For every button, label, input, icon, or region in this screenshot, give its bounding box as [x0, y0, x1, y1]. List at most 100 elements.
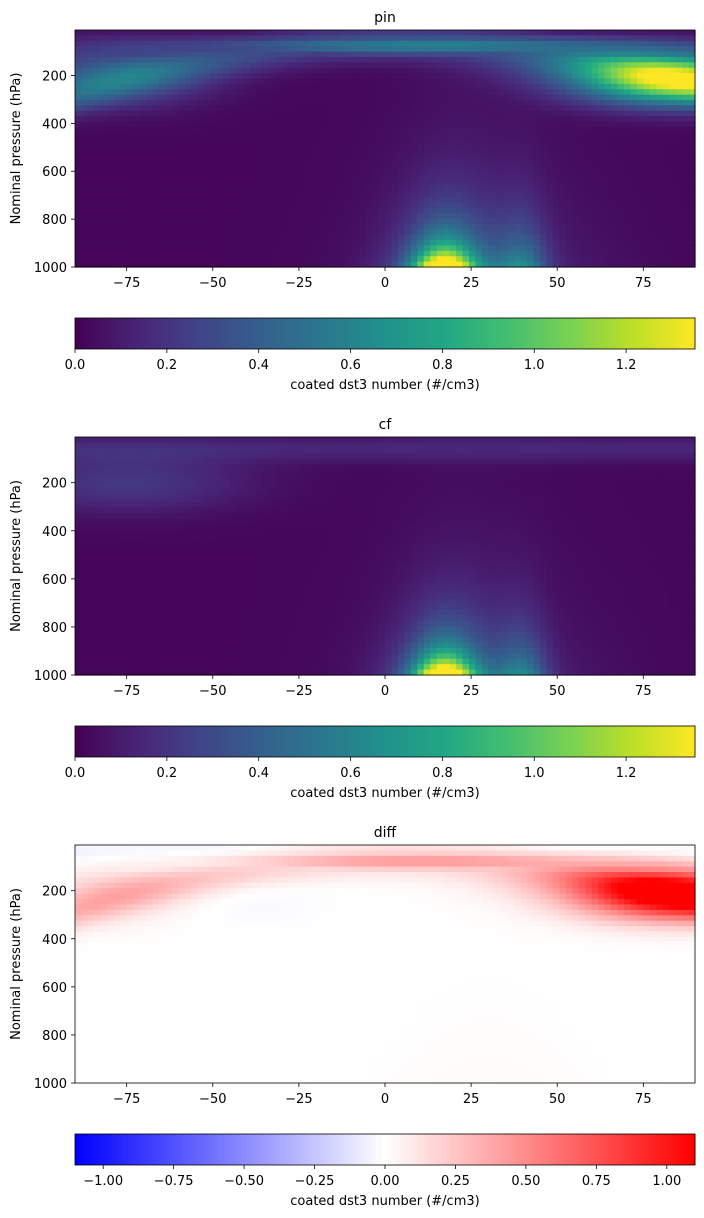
- heatmap-cell: [120, 223, 128, 230]
- heatmap-cell: [585, 437, 593, 444]
- heatmap-cell: [552, 213, 560, 220]
- heatmap-cell: [352, 223, 360, 230]
- heatmap-cell: [436, 218, 444, 225]
- heatmap-cell: [565, 245, 573, 252]
- colorbar-segment: [654, 318, 659, 349]
- heatmap-cell: [236, 256, 244, 263]
- heatmap-cell: [313, 116, 322, 123]
- heatmap-cell: [275, 30, 283, 36]
- heatmap-cell: [611, 110, 619, 117]
- heatmap-cell: [643, 153, 651, 160]
- heatmap-cell: [313, 164, 322, 171]
- heatmap-cell: [585, 250, 593, 257]
- heatmap-cell: [288, 30, 296, 36]
- heatmap-cell: [236, 46, 244, 53]
- heatmap-cell: [339, 164, 347, 171]
- heatmap-cell: [210, 110, 218, 117]
- heatmap-cell: [585, 245, 593, 252]
- heatmap-cell: [643, 164, 651, 171]
- heatmap-cell: [158, 240, 167, 247]
- colorbar-segment: [471, 318, 476, 349]
- heatmap-cell: [662, 126, 670, 133]
- heatmap-cell: [359, 143, 367, 150]
- heatmap-cell: [514, 121, 522, 128]
- heatmap-cell: [617, 132, 625, 139]
- heatmap-cell: [210, 116, 218, 123]
- heatmap-cell: [94, 229, 102, 236]
- heatmap-cell: [262, 202, 270, 209]
- heatmap-cell: [204, 153, 212, 160]
- heatmap-cell: [372, 67, 380, 74]
- heatmap-cell: [462, 78, 470, 85]
- heatmap-cell: [171, 437, 179, 444]
- colorbar-segment: [109, 318, 113, 349]
- colorbar-tick-label: 0.0: [65, 358, 86, 373]
- heatmap-cell: [94, 223, 102, 230]
- heatmap-cell: [378, 442, 386, 449]
- heatmap-cell: [81, 110, 89, 117]
- heatmap-cell: [656, 143, 664, 150]
- heatmap-cell: [585, 67, 593, 74]
- heatmap-cell: [333, 62, 341, 69]
- heatmap-cell: [165, 40, 173, 47]
- heatmap-cell: [591, 35, 599, 42]
- heatmap-cell: [404, 137, 412, 144]
- heatmap-cell: [301, 229, 309, 236]
- heatmap-cell: [236, 132, 244, 139]
- heatmap-cell: [346, 196, 354, 203]
- heatmap-cell: [514, 256, 522, 263]
- heatmap-cell: [81, 186, 89, 193]
- heatmap-cell: [94, 62, 102, 69]
- heatmap-cell: [133, 56, 141, 63]
- heatmap-cell: [533, 245, 541, 252]
- heatmap-cell: [320, 67, 328, 74]
- heatmap-cell: [636, 40, 644, 47]
- colorbar-segment: [533, 318, 538, 349]
- heatmap-cell: [449, 186, 457, 193]
- heatmap-cell: [540, 186, 548, 193]
- heatmap-cell: [436, 116, 444, 123]
- heatmap-cell: [611, 240, 619, 247]
- heatmap-cell: [481, 250, 489, 257]
- heatmap-cell: [378, 153, 386, 160]
- heatmap-cell: [475, 46, 483, 53]
- heatmap-cell: [268, 464, 276, 471]
- heatmap-cell: [352, 143, 360, 150]
- heatmap-cell: [494, 100, 502, 107]
- heatmap-cell: [481, 202, 489, 209]
- heatmap-cell: [275, 464, 283, 471]
- heatmap-cell: [100, 250, 108, 257]
- heatmap-cell: [494, 116, 502, 123]
- heatmap-cell: [339, 191, 347, 198]
- heatmap-cell: [611, 121, 619, 128]
- heatmap-cell: [507, 170, 515, 177]
- heatmap-cell: [669, 196, 677, 203]
- heatmap-cell: [313, 458, 322, 465]
- heatmap-cell: [507, 73, 515, 80]
- heatmap-cell: [81, 132, 89, 139]
- heatmap-cell: [191, 261, 199, 268]
- heatmap-cell: [572, 256, 580, 263]
- heatmap-cell: [391, 229, 399, 236]
- heatmap-cell: [475, 67, 483, 74]
- heatmap-cell: [107, 229, 115, 236]
- heatmap-cell: [94, 132, 102, 139]
- heatmap-cell: [688, 153, 696, 160]
- heatmap-cell: [462, 30, 470, 36]
- heatmap-cell: [133, 62, 141, 69]
- heatmap-cell: [113, 62, 121, 69]
- heatmap-cell: [636, 78, 644, 85]
- heatmap-cell: [197, 100, 205, 107]
- heatmap-cell: [294, 153, 302, 160]
- heatmap-cell: [391, 437, 399, 444]
- heatmap-cell: [546, 458, 554, 465]
- heatmap-cell: [268, 437, 276, 444]
- heatmap-cell: [636, 245, 644, 252]
- heatmap-cell: [656, 51, 664, 58]
- heatmap-cell: [682, 207, 690, 214]
- heatmap-cell: [165, 453, 173, 460]
- heatmap-cell: [378, 100, 386, 107]
- heatmap-cell: [146, 447, 154, 454]
- heatmap-cell: [178, 110, 186, 117]
- heatmap-cell: [191, 83, 199, 90]
